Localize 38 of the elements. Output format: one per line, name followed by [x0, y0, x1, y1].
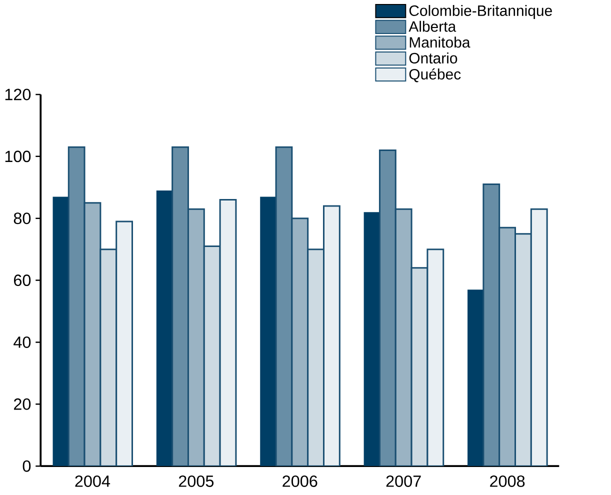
legend-label: Québec — [409, 68, 461, 82]
y-tick-label: 0 — [22, 460, 31, 472]
bar — [100, 248, 118, 466]
bar — [514, 233, 532, 466]
y-tick-label: 80 — [14, 212, 31, 224]
legend-label: Alberta — [408, 20, 456, 32]
bar — [530, 208, 548, 466]
bar — [260, 196, 276, 466]
bar — [307, 248, 324, 466]
x-tick-label: 2008 — [490, 475, 525, 487]
y-tick-label: 60 — [14, 274, 31, 286]
bar — [482, 184, 500, 466]
x-tick-label: 2004 — [75, 475, 110, 487]
bar — [52, 196, 69, 466]
x-tick-label: 2007 — [386, 475, 421, 487]
legend-label: Ontario — [409, 52, 458, 64]
x-tick-label: 2005 — [178, 475, 214, 487]
bar — [394, 208, 412, 466]
y-tick-label: 40 — [14, 336, 31, 348]
bar — [468, 290, 484, 466]
bar — [156, 190, 172, 466]
bar — [172, 146, 189, 466]
legend-label: Manitoba — [410, 36, 470, 48]
bar — [291, 218, 309, 466]
bar — [378, 149, 396, 466]
bar — [68, 146, 86, 466]
bar — [323, 205, 340, 466]
bar — [187, 208, 205, 466]
bar — [426, 248, 444, 466]
y-tick-label: 100 — [5, 150, 31, 162]
x-tick-label: 2006 — [282, 475, 318, 487]
bar — [203, 245, 221, 466]
y-tick-label: 20 — [14, 398, 31, 410]
bar — [116, 220, 134, 466]
bar — [498, 226, 516, 466]
y-tick-label: 120 — [5, 88, 31, 100]
bar — [364, 212, 380, 466]
legend-label: Colombie-Britannique — [409, 4, 552, 19]
